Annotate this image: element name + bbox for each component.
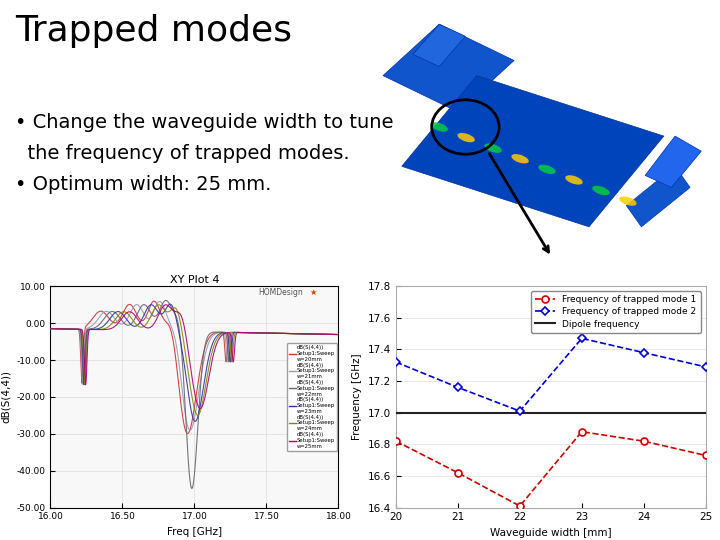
- X-axis label: Freq [GHz]: Freq [GHz]: [167, 527, 222, 537]
- Frequency of trapped mode 2: [701, 363, 710, 370]
- Frequency of trapped mode 1: [516, 503, 524, 509]
- Line: Frequency of trapped mode 1: Frequency of trapped mode 1: [392, 428, 709, 510]
- Frequency of trapped mode 1: [639, 438, 648, 444]
- Polygon shape: [383, 24, 514, 112]
- Frequency of trapped mode 1: [392, 438, 400, 444]
- Frequency of trapped mode 2: [577, 335, 586, 342]
- Frequency of trapped mode 2: [639, 349, 648, 356]
- Frequency of trapped mode 2: [454, 384, 462, 390]
- Ellipse shape: [593, 186, 610, 195]
- Ellipse shape: [619, 197, 636, 206]
- Text: • Change the waveguide width to tune
  the frequency of trapped modes.
• Optimum: • Change the waveguide width to tune the…: [15, 113, 393, 194]
- Ellipse shape: [457, 133, 475, 142]
- Legend: Frequency of trapped mode 1, Frequency of trapped mode 2, Dipole frequency: Frequency of trapped mode 1, Frequency o…: [531, 291, 701, 333]
- Legend: dB(S(4,4))
Setup1:Sweep
w=20mm, dB(S(4,4))
Setup1:Sweep
w=21mm, dB(S(4,4))
Setup: dB(S(4,4)) Setup1:Sweep w=20mm, dB(S(4,4…: [287, 343, 338, 451]
- Y-axis label: dB(S(4,4)): dB(S(4,4)): [1, 370, 11, 423]
- Polygon shape: [645, 136, 701, 187]
- X-axis label: Waveguide width [mm]: Waveguide width [mm]: [490, 528, 611, 538]
- Polygon shape: [413, 24, 465, 66]
- Line: Frequency of trapped mode 2: Frequency of trapped mode 2: [393, 335, 708, 414]
- Text: Trapped modes: Trapped modes: [15, 14, 292, 48]
- Text: HOMDesign: HOMDesign: [258, 288, 302, 298]
- Frequency of trapped mode 2: [392, 359, 400, 366]
- Frequency of trapped mode 1: [577, 428, 586, 435]
- Polygon shape: [626, 166, 690, 227]
- Frequency of trapped mode 1: [701, 452, 710, 458]
- Y-axis label: Frequency [GHz]: Frequency [GHz]: [352, 354, 362, 440]
- Title: XY Plot 4: XY Plot 4: [170, 275, 219, 286]
- Ellipse shape: [485, 144, 502, 153]
- Ellipse shape: [539, 165, 556, 174]
- Ellipse shape: [511, 154, 528, 164]
- Ellipse shape: [431, 123, 448, 132]
- Text: ★: ★: [310, 288, 317, 298]
- Ellipse shape: [565, 176, 582, 185]
- Frequency of trapped mode 1: [454, 470, 462, 476]
- Polygon shape: [402, 76, 664, 227]
- Frequency of trapped mode 2: [516, 408, 524, 414]
